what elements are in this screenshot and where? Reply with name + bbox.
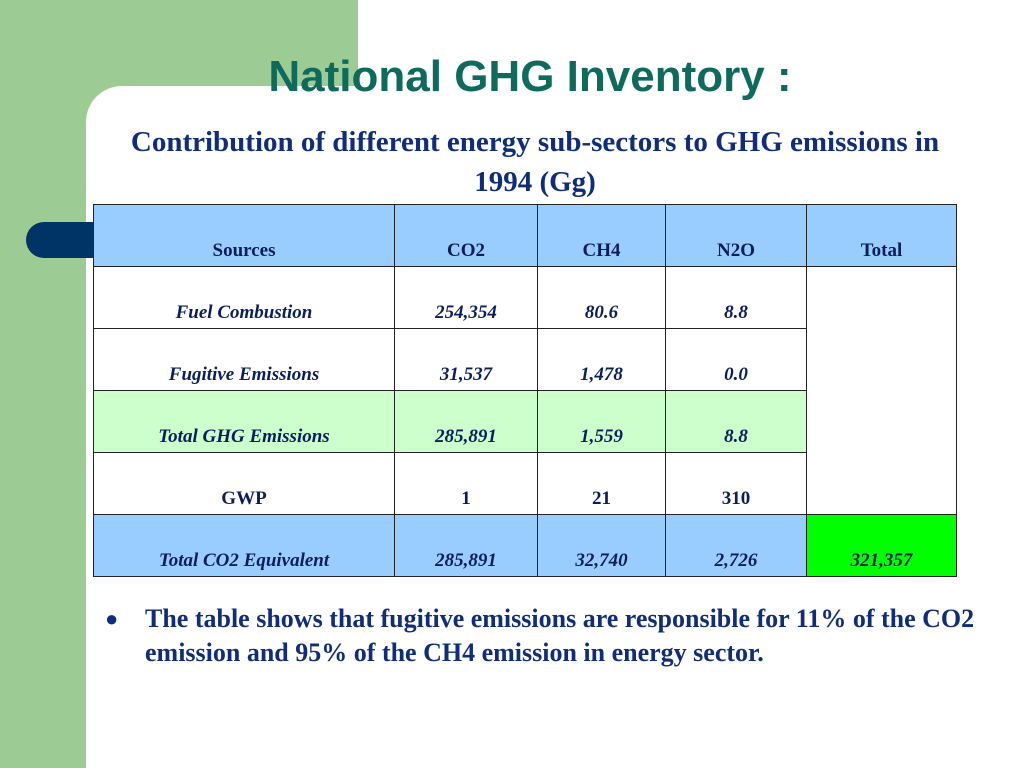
header-co2: CO2 (394, 204, 538, 267)
header-n2o: N2O (665, 204, 807, 267)
table-total-row: Total CO2 Equivalent 285,891 32,740 2,72… (93, 514, 957, 577)
table-row: Fuel Combustion 254,354 80.6 8.8 (93, 266, 957, 515)
table-row: Fugitive Emissions 31,537 1,478 0.0 (93, 328, 957, 391)
cell-co2: 31,537 (394, 328, 538, 391)
cell-grand-total: 321,357 (806, 514, 957, 577)
header-ch4: CH4 (537, 204, 666, 267)
cell-co2: 285,891 (394, 514, 538, 577)
cell-co2: 285,891 (394, 390, 538, 453)
cell-n2o: 310 (665, 452, 807, 515)
table-row: GWP 1 21 310 (93, 452, 957, 515)
cell-n2o: 2,726 (665, 514, 807, 577)
cell-source: Total CO2 Equivalent (93, 514, 395, 577)
cell-n2o: 8.8 (665, 266, 807, 329)
slide-subtitle: Contribution of different energy sub-sec… (130, 126, 940, 198)
cell-source: Fugitive Emissions (93, 328, 395, 391)
cell-co2: 254,354 (394, 266, 538, 329)
decorative-white-top (358, 0, 1024, 86)
cell-n2o: 8.8 (665, 390, 807, 453)
table-row: Total GHG Emissions 285,891 1,559 8.8 (93, 390, 957, 453)
cell-ch4: 21 (537, 452, 666, 515)
cell-source: Fuel Combustion (93, 266, 395, 329)
header-total: Total (806, 204, 957, 267)
slide-title: National GHG Inventory : (268, 52, 792, 101)
cell-ch4: 80.6 (537, 266, 666, 329)
cell-n2o: 0.0 (665, 328, 807, 391)
bullet-icon: ● (105, 606, 119, 631)
cell-total-empty (806, 266, 957, 515)
cell-ch4: 1,478 (537, 328, 666, 391)
header-sources: Sources (93, 204, 395, 267)
table-header-row: Sources CO2 CH4 N2O Total (93, 204, 957, 267)
cell-source: GWP (93, 452, 395, 515)
bullet-point: ● The table shows that fugitive emission… (105, 602, 995, 670)
cell-co2: 1 (394, 452, 538, 515)
cell-ch4: 1,559 (537, 390, 666, 453)
cell-ch4: 32,740 (537, 514, 666, 577)
cell-source: Total GHG Emissions (93, 390, 395, 453)
bullet-text: The table shows that fugitive emissions … (145, 604, 975, 667)
ghg-emissions-table: Sources CO2 CH4 N2O Total Fuel Combustio… (93, 204, 957, 577)
